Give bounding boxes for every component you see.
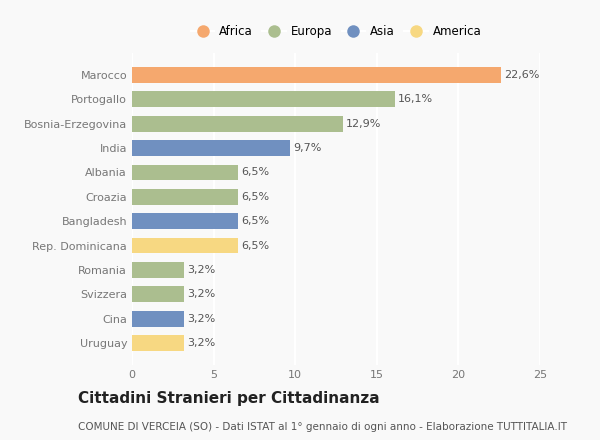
Text: 6,5%: 6,5% [241, 168, 269, 177]
Text: 12,9%: 12,9% [346, 119, 381, 128]
Text: COMUNE DI VERCEIA (SO) - Dati ISTAT al 1° gennaio di ogni anno - Elaborazione TU: COMUNE DI VERCEIA (SO) - Dati ISTAT al 1… [78, 422, 567, 433]
Bar [132, 165, 238, 180]
Text: 3,2%: 3,2% [187, 265, 216, 275]
Text: 3,2%: 3,2% [187, 314, 216, 324]
Text: 9,7%: 9,7% [293, 143, 322, 153]
Text: 3,2%: 3,2% [187, 338, 216, 348]
Bar [132, 189, 238, 205]
Text: 6,5%: 6,5% [241, 192, 269, 202]
Bar [132, 286, 184, 302]
Bar [132, 213, 238, 229]
Bar [132, 262, 184, 278]
Bar [132, 92, 395, 107]
Text: Cittadini Stranieri per Cittadinanza: Cittadini Stranieri per Cittadinanza [78, 391, 380, 406]
Bar [132, 335, 184, 351]
Bar [132, 238, 238, 253]
Text: 22,6%: 22,6% [504, 70, 539, 80]
Bar [132, 67, 501, 83]
Text: 6,5%: 6,5% [241, 216, 269, 226]
Bar [132, 311, 184, 326]
Text: 6,5%: 6,5% [241, 241, 269, 250]
Legend: Africa, Europa, Asia, America: Africa, Europa, Asia, America [187, 21, 485, 41]
Text: 3,2%: 3,2% [187, 290, 216, 299]
Text: 16,1%: 16,1% [398, 94, 433, 104]
Bar [132, 116, 343, 132]
Bar [132, 140, 290, 156]
